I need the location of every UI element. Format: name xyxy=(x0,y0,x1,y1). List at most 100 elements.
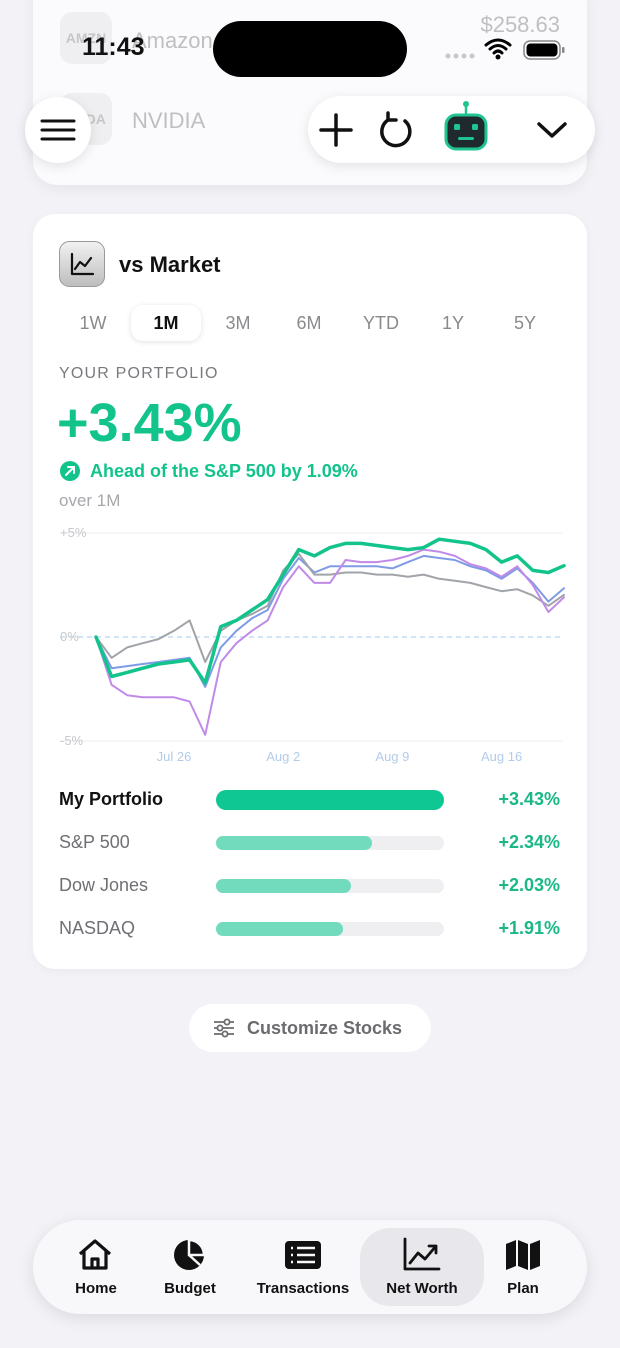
bar-track xyxy=(216,922,444,936)
line-chart: +5% 0% -5% Jul 26 Aug 2 Aug 9 Aug 16 xyxy=(60,525,566,764)
period-text: over 1M xyxy=(59,491,121,510)
assistant-button[interactable] xyxy=(444,101,488,151)
wifi-icon xyxy=(484,38,512,55)
bar xyxy=(216,836,372,850)
status-time: 11:43 xyxy=(82,33,145,61)
row-name: S&P 500 xyxy=(59,832,130,852)
battery-outline xyxy=(523,40,561,60)
ticker-icon: AMZN xyxy=(60,12,112,64)
row-value: +1.91% xyxy=(498,918,560,938)
period-tab[interactable]: 1Y xyxy=(441,313,465,333)
bar xyxy=(216,790,444,810)
tab-icon xyxy=(285,1241,321,1269)
ahead-icon xyxy=(60,461,80,481)
dot xyxy=(469,53,475,59)
series-line xyxy=(95,548,565,736)
stock-name: NVIDIA xyxy=(132,108,206,133)
signal xyxy=(445,53,475,59)
refresh-button[interactable] xyxy=(380,111,412,148)
antenna-tip xyxy=(463,101,469,107)
toolbar-icons xyxy=(319,101,567,151)
tab-icon xyxy=(78,1239,112,1270)
tab-label: Plan xyxy=(507,1280,539,1297)
battery-tip xyxy=(562,47,565,53)
row-value: +3.43% xyxy=(498,789,560,809)
toolbar xyxy=(308,96,595,163)
row-name: My Portfolio xyxy=(59,789,163,809)
tab-bar-item[interactable]: Plan xyxy=(461,1228,585,1306)
x-tick-label: Aug 2 xyxy=(266,749,300,764)
x-tick-label: Jul 26 xyxy=(157,749,192,764)
battery-level xyxy=(526,43,558,57)
customize-button[interactable]: Customize Stocks xyxy=(189,1004,431,1052)
x-tick-label: Aug 16 xyxy=(481,749,522,764)
slider-knob xyxy=(223,1018,231,1026)
row-value: +2.03% xyxy=(498,875,560,895)
tab-bar-item[interactable]: Transactions xyxy=(241,1228,365,1306)
icon-shape xyxy=(291,1246,315,1264)
expand-button[interactable] xyxy=(537,122,567,138)
series-line xyxy=(95,554,565,688)
period-tab[interactable]: 5Y xyxy=(513,313,537,333)
icon-shape xyxy=(78,1239,112,1270)
y-tick-label: +5% xyxy=(60,525,87,540)
dot xyxy=(453,53,459,59)
period-tab[interactable]: 1W xyxy=(79,313,107,333)
robot-head xyxy=(444,113,488,151)
tab-bar-item[interactable]: Home xyxy=(34,1228,158,1306)
y-tick-label: 0% xyxy=(60,629,79,644)
customize-label: Customize Stocks xyxy=(247,1018,403,1038)
dynamic-island xyxy=(213,21,407,77)
slider-knob xyxy=(216,1024,224,1032)
tab-label: Transactions xyxy=(256,1280,350,1297)
menu-icon xyxy=(40,119,76,141)
row-value: +2.34% xyxy=(498,832,560,852)
tab-icon xyxy=(174,1238,206,1270)
bar xyxy=(216,879,351,893)
icon-shape xyxy=(403,1237,441,1271)
period-tab[interactable]: YTD xyxy=(363,313,399,333)
tab-label: Budget xyxy=(164,1280,216,1297)
card-title: vs Market xyxy=(119,252,221,277)
period-tab[interactable]: 6M xyxy=(296,313,322,333)
icon-shape xyxy=(506,1240,540,1270)
card-icon xyxy=(59,241,105,287)
row-name: Dow Jones xyxy=(59,875,149,895)
x-tick-label: Aug 9 xyxy=(375,749,409,764)
bar xyxy=(216,922,343,936)
tab-bar-item[interactable]: Net Worth xyxy=(360,1228,484,1306)
comparison-text: Ahead of the S&P 500 by 1.09% xyxy=(90,461,358,481)
bar-track xyxy=(216,790,444,810)
portfolio-change: +3.43% xyxy=(57,393,242,453)
tab-bar-item[interactable]: Budget xyxy=(128,1228,252,1306)
series-line xyxy=(94,537,566,685)
series-line xyxy=(95,552,565,663)
robot-mouth xyxy=(458,137,474,140)
bar-track xyxy=(216,879,444,893)
menu-lines xyxy=(40,119,76,141)
tab-label: Net Worth xyxy=(386,1280,458,1297)
dot xyxy=(461,53,467,59)
status-icons xyxy=(445,38,565,60)
tab-icon xyxy=(403,1237,441,1271)
stock-name: Amazon xyxy=(132,28,213,53)
y-tick-label: -5% xyxy=(60,733,84,748)
icon-glyph xyxy=(70,252,95,276)
dot xyxy=(445,53,451,59)
period-tab[interactable]: 3M xyxy=(225,313,251,333)
menu-button[interactable] xyxy=(25,97,91,163)
wifi-dot xyxy=(495,54,501,60)
sliders-icon xyxy=(214,1018,234,1038)
ahead-arrow xyxy=(65,466,75,476)
period-tab[interactable]: 1M xyxy=(131,305,201,341)
robot-eye xyxy=(472,124,478,130)
tab-label: Home xyxy=(75,1280,117,1297)
row-name: NASDAQ xyxy=(59,918,136,938)
tab-icon xyxy=(506,1240,540,1270)
robot-eye xyxy=(454,124,460,130)
slider-knob xyxy=(221,1030,229,1038)
bar-track xyxy=(216,836,444,850)
add-button[interactable] xyxy=(319,113,353,147)
